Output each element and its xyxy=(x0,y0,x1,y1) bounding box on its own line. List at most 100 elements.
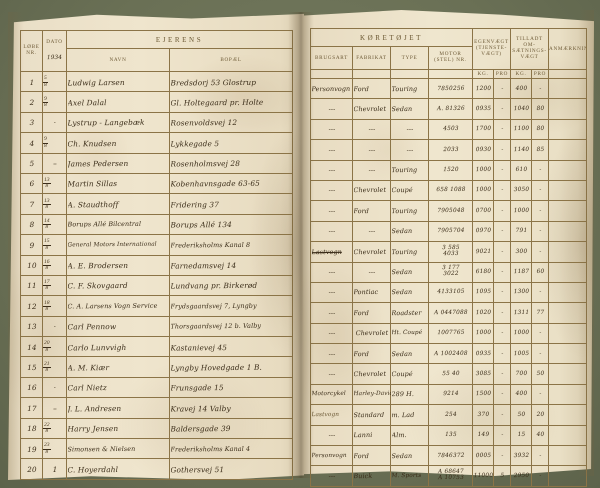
cell-egenvaegt-pro: - xyxy=(493,159,511,181)
date-den: 8 xyxy=(45,285,49,292)
date-num: 5 xyxy=(43,75,48,83)
cell-bopael: Baldersgade 39 xyxy=(169,417,293,440)
cell-tilladt-pro: 77 xyxy=(531,302,549,324)
cell-fabrikat: Buick xyxy=(352,465,391,487)
cell-bopael: Kravej 14 Valby xyxy=(169,397,293,419)
cell-bopael: Frederiksholms Kanal 8 xyxy=(169,234,293,256)
table-row: 19 23 8 Simonsen & Nielsen Frederiksholms… xyxy=(20,437,293,460)
table-row: 11 17 8 C. F. Skovgaard Lundvang pr. Birk… xyxy=(20,274,293,297)
cell-fabrikat: Harley-Davidson xyxy=(352,384,391,405)
table-row: 12 18 8 C. A. Larsens Vogn Service Frydsg… xyxy=(20,295,293,317)
date-num: 13 xyxy=(43,197,51,205)
date-den: 8 xyxy=(45,428,49,435)
date-den: 8 xyxy=(45,183,49,190)
cell-tilladt-pro: - xyxy=(531,282,549,303)
egenvaegt-line1: Egenvægt xyxy=(474,39,509,46)
cell-lobe-nr: 5 xyxy=(20,152,43,174)
cell-tilladt-kg: 700 xyxy=(510,363,532,385)
cell-egenvaegt-pro: - xyxy=(493,425,511,446)
cell-type: Roadster xyxy=(390,302,429,324)
cell-bopael: Bredsdorj 53 Glostrup xyxy=(169,70,293,93)
vehicle-table: KØRETØJET Egenvægt (Tjenste- vægt) Tilla… xyxy=(310,28,588,487)
cell-egenvaegt-pro: - xyxy=(493,445,511,466)
table-row: 14 20 8 Carlo Lunvvigh Kastanievej 45 xyxy=(20,336,293,358)
cell-motor-nr: A 0447088 xyxy=(428,302,473,324)
cell-type: M. Sports xyxy=(390,465,429,487)
cell-tilladt-pro: - xyxy=(531,343,549,365)
table-row: 10 16 8 A. E. Brodersen Farnedamsvej 14 xyxy=(20,254,293,276)
cell-anmaerkning xyxy=(548,323,587,344)
cell-tilladt-kg: 15 xyxy=(510,425,532,446)
cell-egenvaegt-kg: 6180 xyxy=(472,261,494,283)
cell-egenvaegt-pro: - xyxy=(493,282,511,303)
cell-navn: Simonsen & Nielsen xyxy=(66,438,170,460)
cell-egenvaegt-kg: 1200 xyxy=(472,78,494,99)
col-header-bopael: Bopæl xyxy=(169,48,293,72)
cell-motor-nr: 1007765 xyxy=(428,322,473,344)
cell-navn: Carl Nietz xyxy=(66,376,170,399)
tilladt-line2: sætnings- xyxy=(512,48,547,54)
table-row: --- Pontiac Sedan 4133105 1095 - 1300 - xyxy=(310,282,587,303)
cell-egenvaegt-kg: 1000 xyxy=(472,180,494,201)
cell-tilladt-kg: 1300 xyxy=(510,282,532,303)
cell-tilladt-pro: 60 xyxy=(531,261,549,283)
cell-tilladt-pro: - xyxy=(531,180,549,201)
cell-dato: 20 8 xyxy=(42,336,67,358)
cell-egenvaegt-kg: 11000 xyxy=(472,465,494,487)
cell-egenvaegt-pro: - xyxy=(493,302,511,324)
cell-navn: A. E. Brodersen xyxy=(66,254,170,276)
cell-egenvaegt-pro: - xyxy=(493,384,511,405)
cell-fabrikat: Ford xyxy=(352,302,391,324)
date-num: 13 xyxy=(43,177,51,185)
cell-type: Touring xyxy=(390,241,429,263)
cell-brugsart: --- xyxy=(310,343,353,365)
cell-egenvaegt-pro: - xyxy=(493,180,511,201)
cell-bopael: Lyngby Hovedgade 1 B. xyxy=(169,356,293,378)
cell-type: --- xyxy=(390,119,429,140)
cell-lobe-nr: 11 xyxy=(20,275,43,296)
cell-motor-nr: 3 177 3022 xyxy=(428,261,473,283)
cell-brugsart: --- xyxy=(310,363,353,385)
cell-tilladt-pro: 80 xyxy=(531,98,549,120)
cell-navn: Lystrup - Langebæk xyxy=(66,111,170,134)
cell-motor-nr: A 1002408 xyxy=(428,343,473,365)
owner-section-title: EJERENS xyxy=(66,30,293,49)
cell-type: Sedan xyxy=(390,282,429,303)
cell-lobe-nr: 8 xyxy=(20,214,43,235)
cell-dato: 15 8 xyxy=(42,234,67,256)
cell-anmaerkning xyxy=(548,282,587,303)
cell-navn: Axel Dalal xyxy=(66,91,170,113)
cell-dato: 14 8 xyxy=(42,213,67,236)
cell-dato: 13 8 xyxy=(42,172,67,195)
col-header-tilladt-vaegt: Tilladt Om- sætnings- vægt xyxy=(509,28,550,70)
table-row: 17 – J. L. Andresen Kravej 14 Valby xyxy=(20,397,293,419)
cell-brugsart: --- xyxy=(310,200,353,222)
cell-lobe-nr: 1 xyxy=(20,71,43,92)
cell-tilladt-kg: 610 xyxy=(510,159,532,181)
cell-bopael: Frederiksholms Kanal 4 xyxy=(169,437,293,460)
col-header-dato: Dato 1934 xyxy=(42,30,67,72)
cell-motor-nr: 55 40 xyxy=(428,363,473,385)
cell-fabrikat: Chevrolet xyxy=(352,323,391,344)
vehicle-table-title-row: KØRETØJET Egenvægt (Tjenste- vægt) Tilla… xyxy=(310,28,588,70)
unit-tilladt-pro: Pro xyxy=(530,69,550,79)
cell-anmaerkning xyxy=(548,445,587,467)
cell-lobe-nr: 10 xyxy=(20,254,43,276)
cell-tilladt-pro: - xyxy=(531,323,549,344)
cell-bopael: Lykkegade 5 xyxy=(169,132,293,154)
cell-egenvaegt-kg: 9021 xyxy=(472,241,494,263)
cell-fabrikat: Ford xyxy=(352,445,391,467)
egenvaegt-line3: vægt) xyxy=(481,50,502,57)
cell-dato: – xyxy=(42,397,67,419)
cell-fabrikat: --- xyxy=(352,159,391,181)
vehicle-table-unit-row: Kg. Pro Kg. Pro xyxy=(310,69,588,79)
cell-egenvaegt-kg: 1000 xyxy=(472,159,494,181)
cell-egenvaegt-pro: - xyxy=(493,221,511,242)
date-num: 22 xyxy=(43,421,51,430)
col-header-egenvaegt: Egenvægt (Tjenste- vægt) xyxy=(472,28,511,70)
cell-motor-nr: 2033 xyxy=(428,139,473,161)
